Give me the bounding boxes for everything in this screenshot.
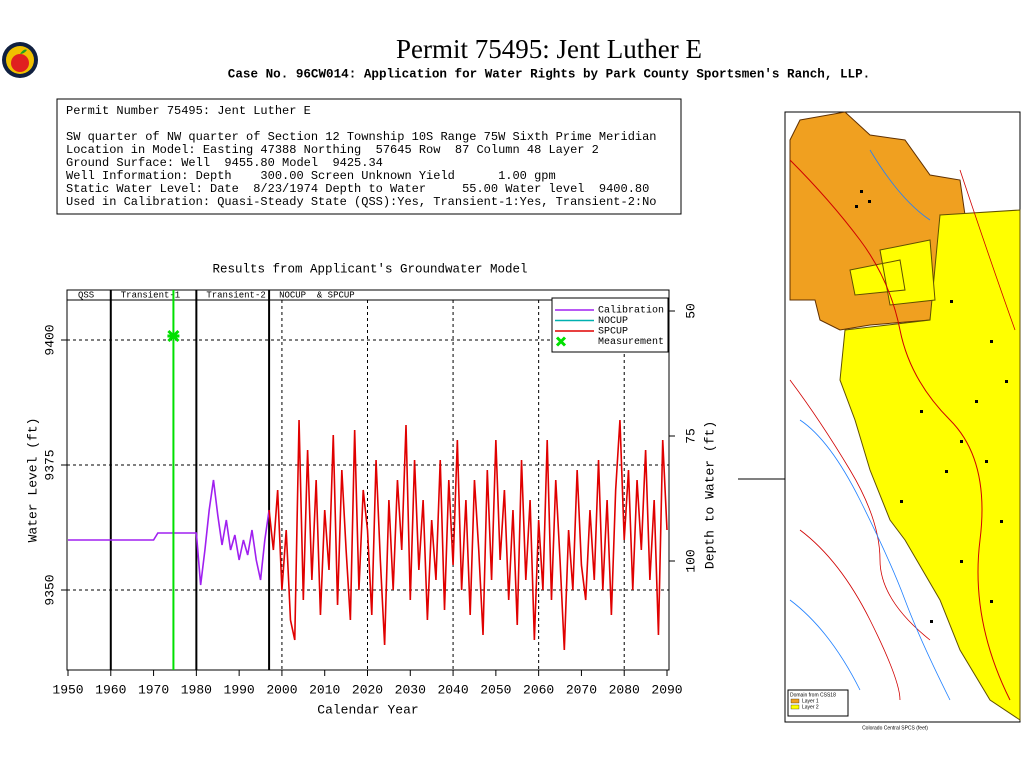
map-x-label: Colorado Central SPCS (feet) bbox=[862, 725, 928, 731]
x-tick-label: 1960 bbox=[95, 682, 126, 697]
y2-tick-label: 50 bbox=[683, 303, 698, 319]
x-tick-label: 2010 bbox=[309, 682, 340, 697]
map-legend-swatch bbox=[790, 704, 800, 710]
phase-label: Transient-1 bbox=[121, 290, 180, 300]
chart: Results from Applicant's Groundwater Mod… bbox=[25, 262, 717, 717]
x-tick-label: 2090 bbox=[651, 682, 682, 697]
x-tick-label: 2030 bbox=[395, 682, 426, 697]
series-line bbox=[68, 479, 270, 586]
x-tick-label: 2060 bbox=[523, 682, 554, 697]
x-tick-label: 2070 bbox=[566, 682, 597, 697]
legend-label: Calibration bbox=[598, 305, 664, 317]
x-axis-label: Calendar Year bbox=[317, 702, 418, 717]
page-subtitle: Case No. 96CW014: Application for Water … bbox=[228, 67, 870, 81]
legend-label: NOCUP bbox=[598, 316, 628, 327]
x-tick-label: 1970 bbox=[138, 682, 169, 697]
legend-marker bbox=[555, 336, 567, 347]
map-legend-label: Layer 2 bbox=[802, 704, 819, 710]
map-layer2 bbox=[839, 209, 1021, 721]
y2-tick-label: 75 bbox=[683, 428, 698, 444]
info-line: Used in Calibration: Quasi-Steady State … bbox=[66, 195, 657, 209]
y2-axis-label: Depth to Water (ft) bbox=[702, 421, 717, 569]
map-legend-label: Layer 1 bbox=[802, 698, 819, 704]
info-box bbox=[56, 98, 682, 215]
map-legend-swatch bbox=[790, 698, 800, 704]
y-tick-label: 9350 bbox=[42, 574, 57, 605]
y-tick-label: 9375 bbox=[42, 449, 57, 480]
phase-label: QSS bbox=[78, 290, 94, 300]
y-tick-label: 9400 bbox=[42, 324, 57, 355]
logo bbox=[2, 42, 38, 78]
info-line: Permit Number 75495: Jent Luther E bbox=[66, 104, 311, 118]
map-road bbox=[789, 169, 1016, 701]
legend-label: Measurement bbox=[598, 337, 664, 348]
x-tick-label: 1950 bbox=[52, 682, 83, 697]
page-title: Permit 75495: Jent Luther E bbox=[396, 34, 702, 64]
info-line: Static Water Level: Date 8/23/1974 Depth… bbox=[66, 182, 649, 196]
x-tick-label: 1980 bbox=[181, 682, 212, 697]
measurement-marker bbox=[167, 329, 180, 343]
phase-label: Transient-2 bbox=[206, 290, 265, 300]
info-line: SW quarter of NW quarter of Section 12 T… bbox=[66, 130, 657, 144]
info-line: Ground Surface: Well 9455.80 Model 9425.… bbox=[66, 156, 383, 170]
x-tick-label: 2040 bbox=[437, 682, 468, 697]
x-tick-label: 2000 bbox=[266, 682, 297, 697]
phase-label: NOCUP & SPCUP bbox=[279, 290, 355, 300]
legend-label: SPCUP bbox=[598, 327, 628, 338]
map-road bbox=[789, 159, 1011, 701]
map-wells bbox=[855, 190, 1008, 623]
legend-box bbox=[551, 297, 669, 353]
map-legend-title: Domain from CSS18 bbox=[790, 692, 836, 698]
x-tick-label: 2050 bbox=[480, 682, 511, 697]
x-tick-label: 1990 bbox=[224, 682, 255, 697]
chart-title: Results from Applicant's Groundwater Mod… bbox=[212, 262, 527, 276]
map-stream bbox=[789, 149, 951, 701]
series-line bbox=[268, 419, 668, 651]
info-line: Location in Model: Easting 47388 Northin… bbox=[66, 143, 599, 157]
x-tick-label: 2080 bbox=[609, 682, 640, 697]
x-tick-label: 2020 bbox=[352, 682, 383, 697]
y-axis-label: Water Level (ft) bbox=[25, 418, 40, 543]
info-line: Well Information: Depth 300.00 Screen Un… bbox=[66, 169, 556, 183]
info-lines: Permit Number 75495: Jent Luther E SW qua… bbox=[66, 104, 657, 209]
y2-tick-label: 100 bbox=[683, 549, 698, 572]
